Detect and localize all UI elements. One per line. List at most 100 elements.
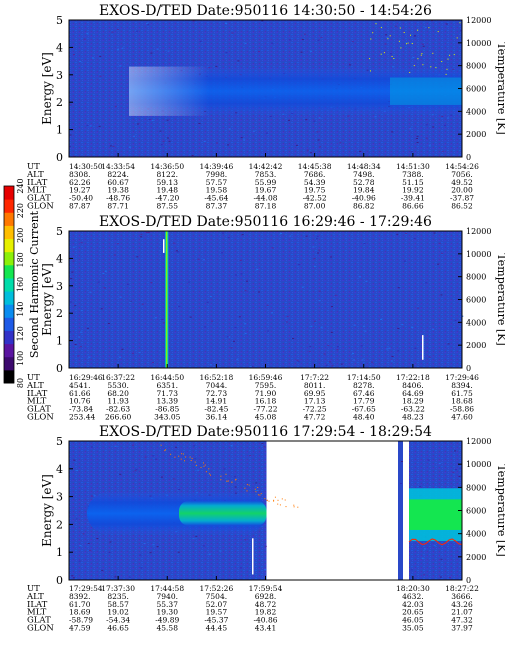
noise-speck xyxy=(145,232,148,233)
noise-speck xyxy=(152,362,154,363)
noise-speck xyxy=(323,353,326,355)
noise-speck xyxy=(361,359,364,361)
noise-speck xyxy=(202,545,205,547)
temperature-point xyxy=(208,468,210,470)
noise-speck xyxy=(317,39,320,41)
temperature-point xyxy=(417,58,419,60)
y-axis-label: Energy [eV] xyxy=(40,52,54,125)
info-value: 16:59:46 xyxy=(249,373,283,382)
noise-speck xyxy=(305,119,308,121)
noise-speck xyxy=(177,251,180,253)
temperature-line xyxy=(408,538,463,546)
info-value: 7498. xyxy=(353,170,374,179)
noise-speck xyxy=(177,551,180,553)
temperature-point xyxy=(274,496,276,498)
noise-speck xyxy=(340,363,343,365)
info-value: 17:52:26 xyxy=(200,584,234,593)
noise-speck xyxy=(433,544,436,546)
noise-speck xyxy=(88,356,91,358)
info-row-name: GLAT xyxy=(27,194,51,204)
y2-axis-label: Temperature [K] xyxy=(495,464,505,556)
info-row-name: GLAT xyxy=(27,616,51,626)
y2-tick-label: 0 xyxy=(466,576,471,585)
noise-speck xyxy=(227,237,230,239)
noise-speck xyxy=(198,123,201,124)
temperature-point xyxy=(398,40,400,42)
noise-speck xyxy=(121,47,124,49)
noise-speck xyxy=(416,142,419,143)
info-row-name: MLT xyxy=(27,186,47,196)
info-value: 52.07 xyxy=(206,600,228,609)
info-value: 19.84 xyxy=(353,186,375,195)
info-value: 19.30 xyxy=(157,608,179,617)
y-tick-label: 1 xyxy=(56,335,63,348)
info-value: 87.55 xyxy=(157,202,179,211)
noise-speck xyxy=(74,305,77,307)
info-row-name: ALT xyxy=(26,170,44,180)
energy-band-fade xyxy=(129,66,209,116)
noise-speck xyxy=(117,48,119,50)
info-value: 18.69 xyxy=(69,608,91,617)
panel-title: EXOS-D/TED Date:950116 16:29:46 - 17:29:… xyxy=(99,214,432,230)
noise-speck xyxy=(438,242,441,244)
temperature-point xyxy=(220,479,222,481)
noise-speck xyxy=(419,486,421,488)
noise-speck xyxy=(175,446,178,448)
noise-speck xyxy=(126,283,129,285)
noise-speck xyxy=(320,37,323,39)
colorbar-segment xyxy=(4,238,14,253)
temperature-point xyxy=(393,58,395,59)
noise-speck xyxy=(117,243,119,245)
info-row-name: GLAT xyxy=(27,405,51,415)
info-value: 16:44:50 xyxy=(150,373,184,382)
info-value: 60.67 xyxy=(107,178,129,187)
info-value: 52.78 xyxy=(353,178,375,187)
temperature-point xyxy=(435,67,437,69)
noise-speck xyxy=(176,250,178,252)
info-value: 48.40 xyxy=(353,413,375,422)
info-value: 18.29 xyxy=(402,397,424,406)
info-value: 8235. xyxy=(107,592,128,601)
noise-speck xyxy=(312,246,315,248)
noise-speck xyxy=(423,574,426,576)
noise-speck xyxy=(397,287,400,289)
y-tick-label: 4 xyxy=(56,252,63,265)
noise-speck xyxy=(425,282,428,284)
info-value: 43.41 xyxy=(255,624,276,633)
info-value: 72.73 xyxy=(206,389,228,398)
info-value: 18.68 xyxy=(451,397,473,406)
noise-speck xyxy=(209,364,212,366)
y-tick-label: 0 xyxy=(56,151,63,164)
info-value: 48.23 xyxy=(402,413,424,422)
noise-speck xyxy=(219,550,222,552)
info-row-name: ILAT xyxy=(27,178,48,188)
noise-speck xyxy=(318,290,321,292)
info-value: 57.57 xyxy=(206,178,228,187)
info-value: -67.65 xyxy=(352,405,376,414)
info-value: -73.84 xyxy=(69,405,93,414)
noise-speck xyxy=(161,319,164,320)
noise-speck xyxy=(411,327,414,329)
temperature-point xyxy=(370,70,371,72)
info-value: -72.25 xyxy=(303,405,327,414)
info-value: 87.00 xyxy=(304,202,326,211)
temperature-point xyxy=(189,456,191,458)
temperature-point xyxy=(459,22,461,24)
noise-speck xyxy=(239,567,242,569)
noise-speck xyxy=(264,569,266,571)
noise-speck xyxy=(228,336,231,338)
temperature-point xyxy=(380,27,382,29)
y-tick-label: 0 xyxy=(56,574,63,587)
noise-speck xyxy=(235,274,237,276)
info-value: 36.14 xyxy=(206,413,228,422)
noise-speck xyxy=(428,356,431,358)
colorbar-tick-label: 240 xyxy=(16,178,25,193)
noise-speck xyxy=(145,23,148,25)
noise-speck xyxy=(271,247,274,249)
noise-speck xyxy=(337,346,339,348)
noise-speck xyxy=(76,470,78,471)
noise-speck xyxy=(73,54,76,55)
noise-speck xyxy=(334,294,337,296)
noise-speck xyxy=(215,65,218,67)
noise-speck xyxy=(70,278,73,280)
